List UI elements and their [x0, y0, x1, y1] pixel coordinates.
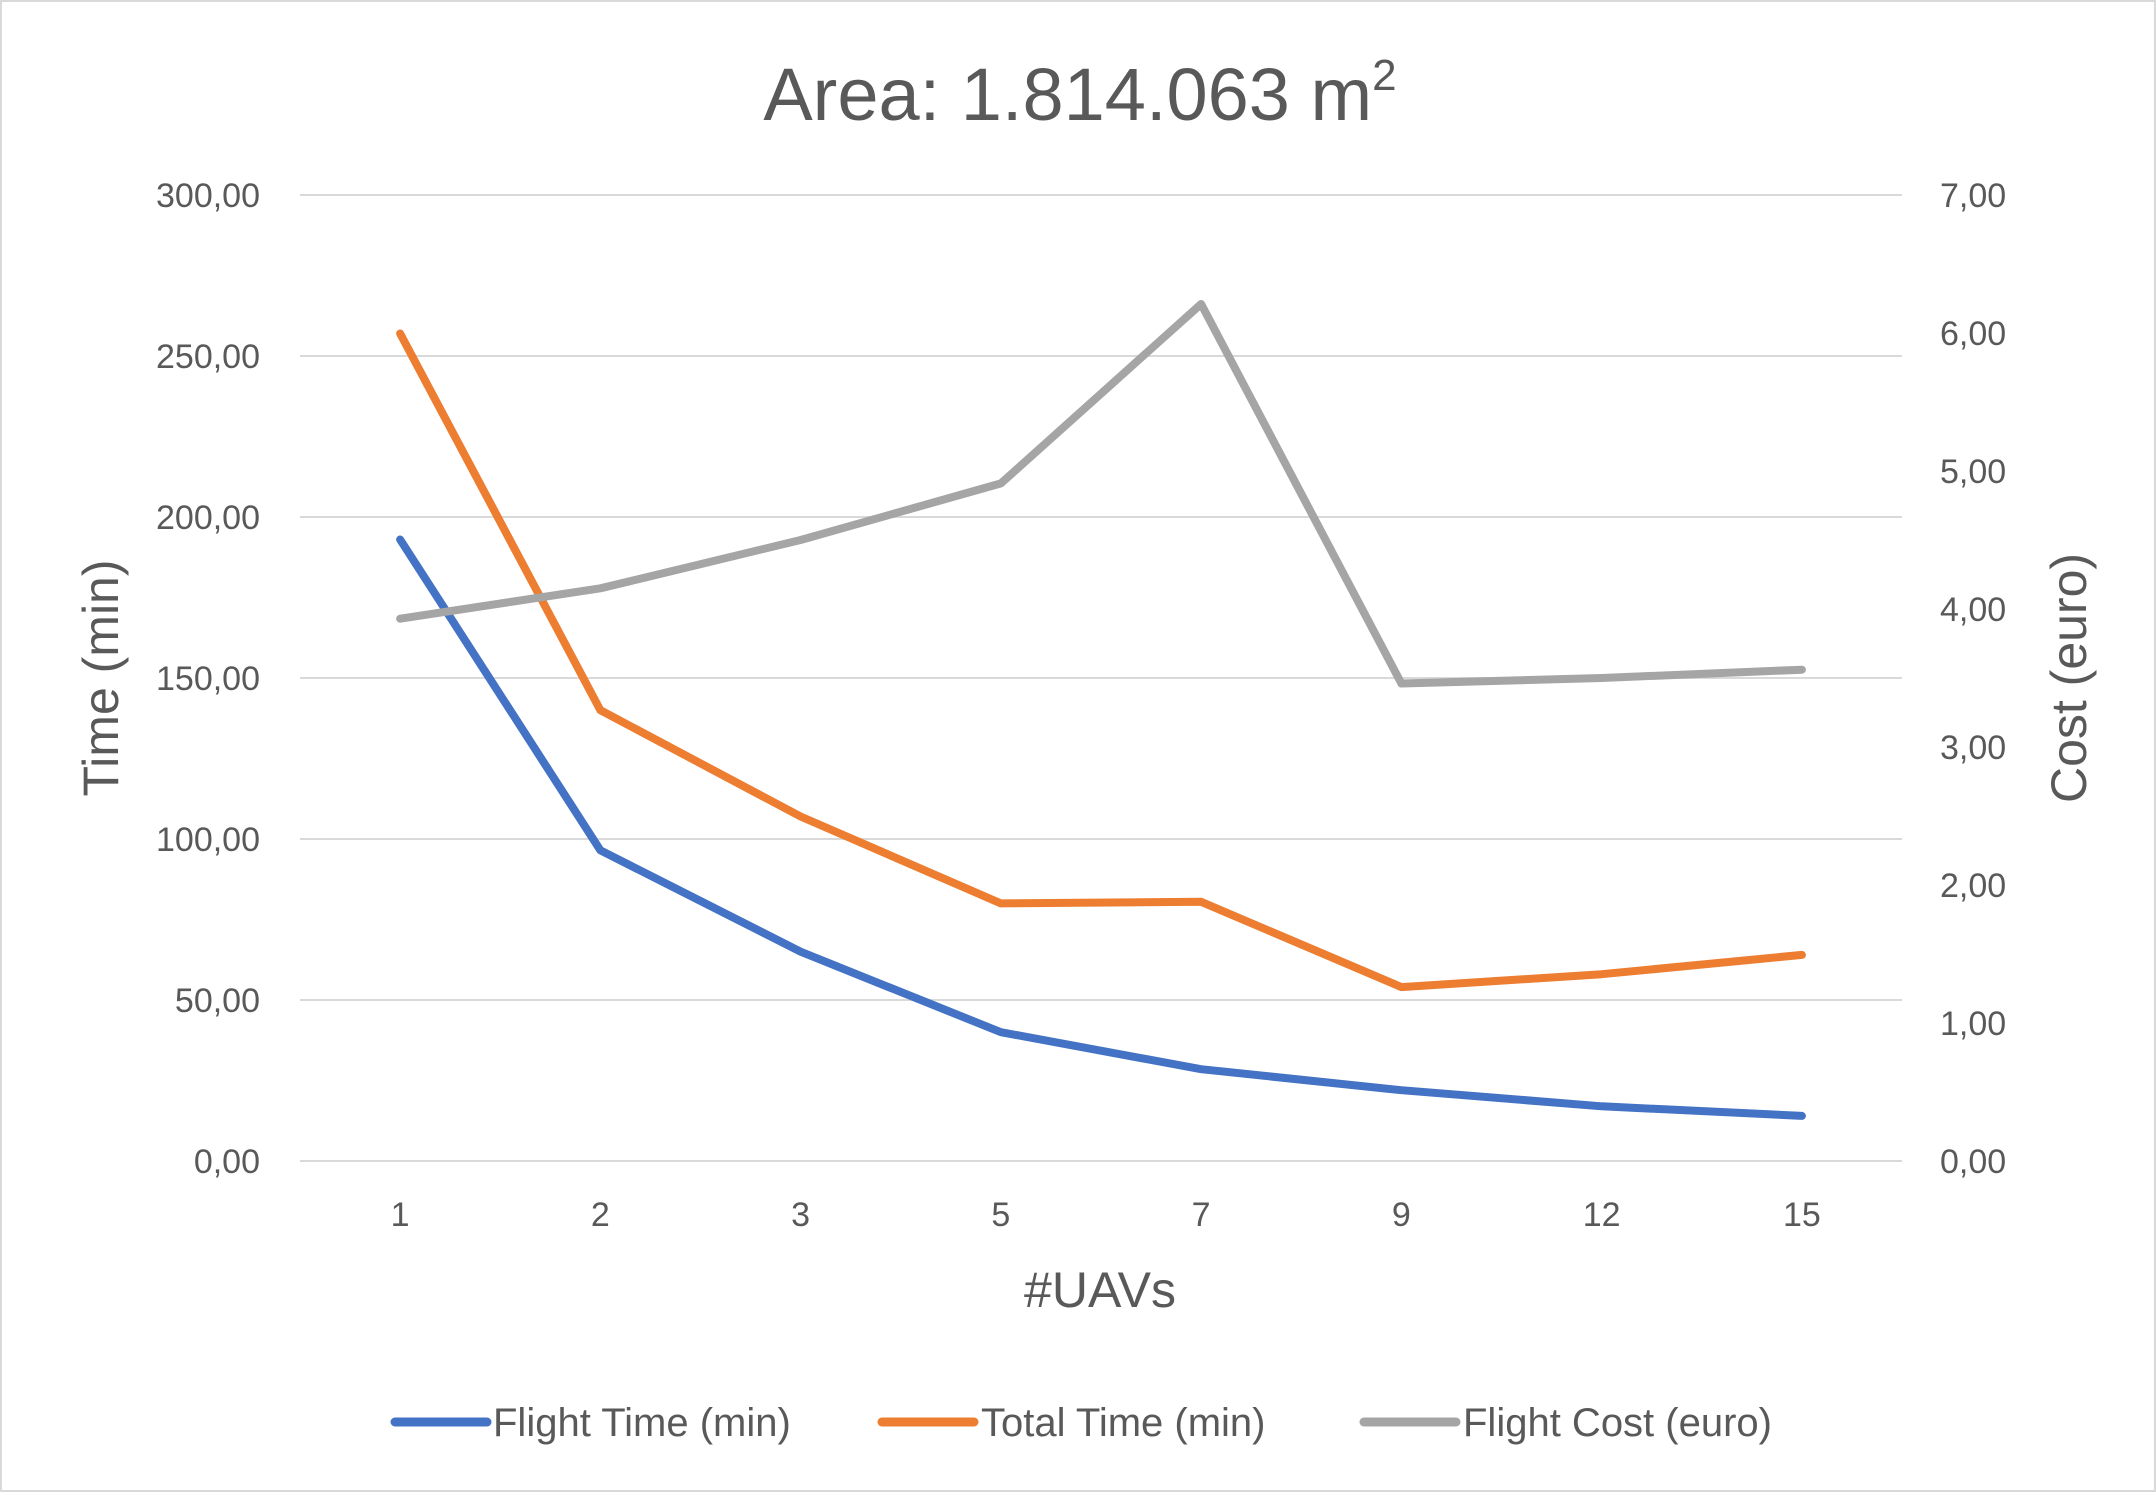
y-left-tick-label: 0,00: [194, 1143, 260, 1181]
x-tick-label: 15: [1783, 1196, 1821, 1234]
legend-label: Flight Time (min): [493, 1401, 791, 1445]
y-left-tick-label: 150,00: [156, 660, 260, 698]
legend-label: Flight Cost (euro): [1463, 1401, 1772, 1445]
y-right-tick-label: 2,00: [1940, 867, 2006, 905]
x-tick-label: 3: [791, 1196, 810, 1234]
y-right-tick-label: 5,00: [1940, 453, 2006, 491]
y-right-tick-label: 0,00: [1940, 1143, 2006, 1181]
y-right-tick-label: 3,00: [1940, 729, 2006, 767]
x-tick-label: 9: [1392, 1196, 1411, 1234]
x-tick-label: 1: [391, 1196, 410, 1234]
y-right-tick-label: 4,00: [1940, 591, 2006, 629]
y-axis-right-title: Cost (euro): [2041, 553, 2097, 803]
y-left-tick-label: 300,00: [156, 177, 260, 215]
chart-title: Area: 1.814.063 m2: [763, 51, 1396, 136]
y-right-tick-label: 6,00: [1940, 315, 2006, 353]
legend-label: Total Time (min): [981, 1401, 1266, 1445]
x-tick-label: 7: [1192, 1196, 1211, 1234]
y-left-tick-label: 200,00: [156, 499, 260, 537]
series-lines: [396, 300, 1806, 1120]
series-line-3: [396, 300, 1806, 688]
right-axis-ticks: 0,00 1,00 2,00 3,00 4,00 5,00 6,00 7,00: [1940, 177, 2006, 1181]
legend: Flight Time (min) Total Time (min) Flight …: [390, 1401, 1772, 1445]
x-axis-ticks: 1 2 3 5 7 9 12 15: [391, 1196, 1821, 1234]
chart-title-superscript: 2: [1372, 51, 1396, 100]
gridlines: [300, 194, 1902, 1162]
x-tick-label: 12: [1583, 1196, 1621, 1234]
series-line-2: [396, 329, 1806, 992]
y-left-tick-label: 100,00: [156, 821, 260, 859]
y-left-tick-label: 50,00: [175, 982, 260, 1020]
x-tick-label: 2: [591, 1196, 610, 1234]
left-axis-ticks: 0,00 50,00 100,00 150,00 200,00 250,00 300,00: [156, 177, 260, 1181]
y-left-tick-label: 250,00: [156, 338, 260, 376]
y-right-tick-label: 7,00: [1940, 177, 2006, 215]
x-axis-title: #UAVs: [1024, 1262, 1176, 1318]
x-tick-label: 5: [991, 1196, 1010, 1234]
y-right-tick-label: 1,00: [1940, 1005, 2006, 1043]
series-line-1: [396, 535, 1806, 1120]
y-axis-left-title: Time (min): [73, 559, 129, 796]
chart-title-main: Area: 1.814.063 m: [763, 53, 1372, 136]
